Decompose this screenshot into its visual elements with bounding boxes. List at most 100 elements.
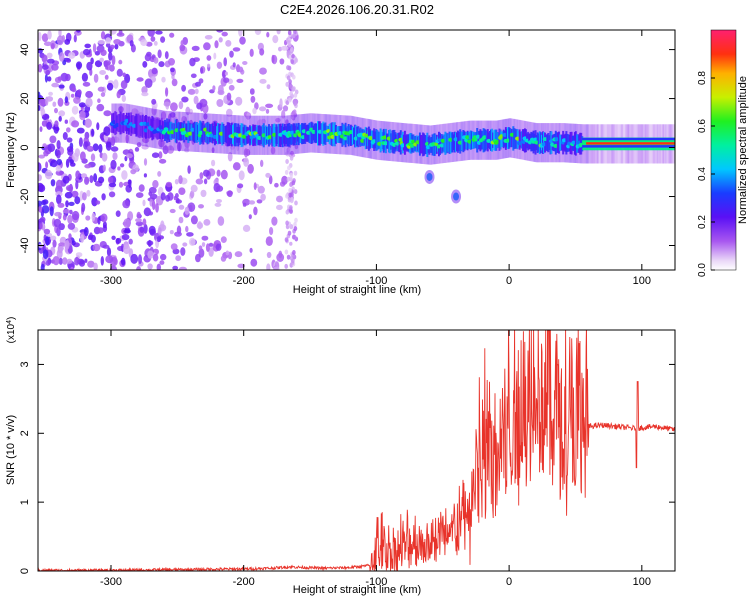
noise-blob [182, 37, 188, 45]
noise-blob [45, 96, 54, 102]
noise-blob [52, 256, 60, 266]
noise-blob [73, 34, 77, 43]
noise-blob [199, 172, 204, 180]
noise-blob [46, 121, 53, 130]
noise-blob [285, 209, 290, 215]
noise-blob [250, 95, 256, 103]
ridge-cell [195, 122, 198, 143]
y-tick-label: -20 [19, 189, 31, 205]
noise-blob [237, 183, 244, 189]
noise-blob [96, 122, 100, 131]
noise-blob [128, 179, 132, 189]
noise-blob [260, 159, 264, 167]
noise-blob [147, 239, 152, 248]
noise-blob [55, 165, 62, 172]
noise-blob [221, 70, 226, 78]
ridge-cell [350, 125, 353, 146]
noise-blob [81, 72, 88, 82]
noise-blob [71, 120, 80, 128]
noise-blob [97, 98, 101, 103]
ridge-cell [407, 134, 410, 152]
noise-blob [67, 222, 76, 230]
x-tick-label: 100 [633, 275, 651, 287]
noise-blob [203, 219, 211, 226]
noise-blob [176, 141, 182, 152]
x-tick-label: 0 [506, 275, 512, 287]
noise-blob [232, 62, 236, 68]
ridge-cell [406, 134, 409, 152]
noise-blob [136, 77, 144, 82]
noise-blob [76, 127, 85, 134]
ridge-cell [378, 132, 381, 149]
noise-blob [80, 234, 85, 243]
noise-blob [38, 154, 45, 159]
noise-blob [266, 251, 272, 259]
ridge-cell [507, 127, 509, 150]
noise-blob [189, 57, 196, 67]
noise-blob [57, 76, 62, 81]
noise-blob [287, 30, 292, 36]
noise-blob [51, 82, 60, 88]
colorbar-gradient [711, 30, 736, 270]
noise-blob [113, 79, 119, 89]
noise-blob [215, 243, 222, 251]
noise-blob [196, 102, 203, 110]
noise-blob [78, 102, 86, 108]
noise-blob [198, 78, 204, 84]
noise-blob [84, 118, 92, 128]
ridge-cell [556, 132, 559, 153]
noise-blob [179, 44, 186, 52]
noise-blob [205, 243, 210, 252]
noise-blob [62, 214, 67, 221]
noise-blob [46, 52, 53, 59]
noise-blob [289, 241, 293, 246]
noise-blob [170, 243, 178, 251]
colorbar-tick-label: 0.2 [697, 215, 708, 229]
noise-blob [201, 235, 209, 241]
noise-blob [144, 78, 153, 88]
noise-blob [41, 54, 48, 63]
noise-blob [128, 238, 133, 245]
noise-blob [136, 142, 142, 148]
noise-blob [38, 174, 42, 182]
noise-blob [142, 218, 147, 226]
noise-blob [74, 148, 80, 158]
noise-blob [248, 214, 252, 220]
noise-blob [246, 112, 251, 120]
spectrogram-marks [38, 30, 675, 270]
noise-blob [216, 99, 224, 107]
noise-blob [217, 216, 225, 226]
noise-blob [110, 44, 115, 50]
noise-blob [87, 145, 93, 150]
noise-blob [43, 41, 52, 47]
noise-blob [139, 226, 145, 233]
ridge-cell [353, 127, 355, 145]
ridge-cell [502, 129, 505, 149]
ridge-cell [564, 133, 567, 152]
ridge-cell [423, 133, 426, 156]
ridge-cell [548, 135, 551, 151]
noise-blob [293, 226, 298, 232]
noise-blob [97, 227, 104, 234]
noise-blob [119, 163, 125, 168]
noise-blob [92, 243, 101, 252]
noise-blob [161, 76, 166, 83]
ridge-cell [118, 114, 121, 133]
noise-blob [282, 105, 289, 112]
noise-blob [260, 193, 266, 201]
ridge-cell [326, 125, 329, 142]
noise-blob [245, 148, 251, 157]
ridge-cell [419, 135, 422, 154]
noise-blob [259, 67, 267, 75]
noise-blob [110, 159, 117, 170]
noise-blob [227, 190, 233, 198]
noise-blob [58, 115, 62, 122]
noise-blob [254, 102, 259, 110]
noise-blob [160, 192, 166, 201]
noise-blob [120, 80, 128, 90]
ridge-cell [365, 127, 368, 149]
colorbar-tick-label: 0.4 [697, 167, 708, 181]
ridge-cell [505, 129, 508, 148]
noise-blob [103, 126, 111, 136]
x-tick-label: 100 [633, 576, 651, 588]
